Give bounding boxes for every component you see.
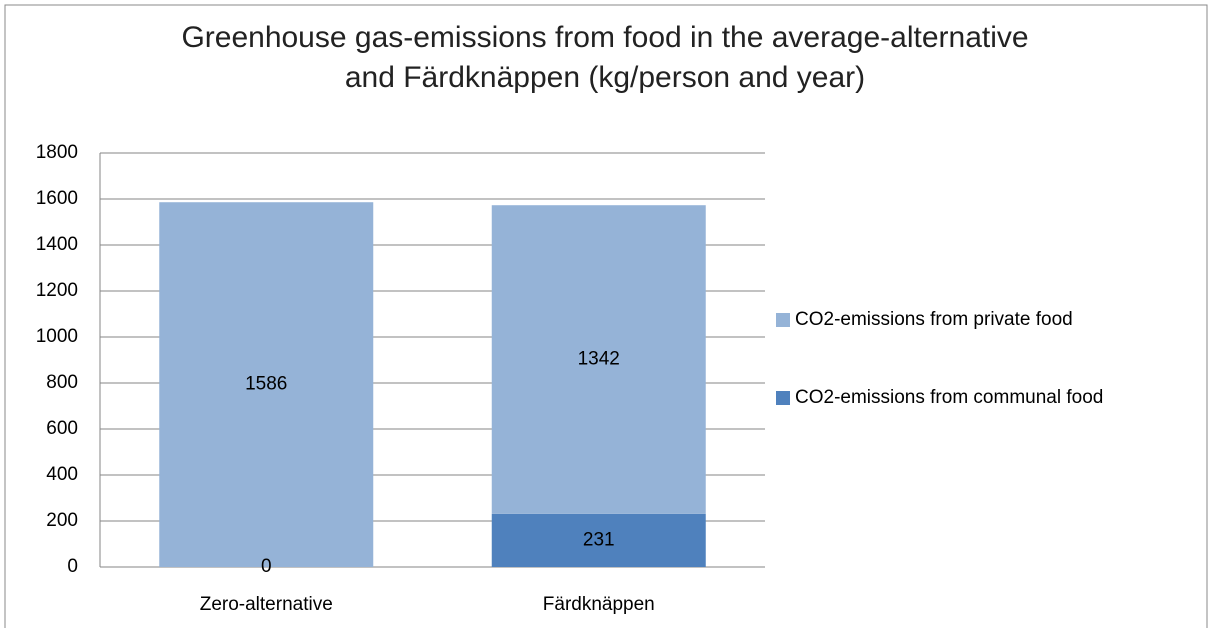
data-label: 1342 — [578, 349, 620, 370]
legend-swatch — [776, 313, 790, 327]
data-label: 0 — [261, 556, 272, 577]
title-box: Greenhouse gas-emissions from food in th… — [181, 21, 1029, 94]
y-tick-label: 1200 — [36, 280, 78, 301]
y-tick-label: 0 — [67, 556, 78, 577]
y-tick-label: 1800 — [36, 142, 78, 163]
y-tick-label: 1600 — [36, 188, 78, 209]
legend-box: CO2-emissions from private food — [795, 309, 1073, 330]
y-tick-label: 800 — [46, 372, 78, 393]
data-label: 1586 — [245, 374, 287, 395]
chart-border — [4, 4, 1208, 628]
data-label: 231 — [583, 529, 615, 550]
chart-title: Greenhouse gas-emissions from food in th… — [181, 21, 1029, 94]
legend-box: CO2-emissions from communal food — [795, 387, 1104, 408]
x-tick-label: Färdknäppen — [543, 594, 655, 615]
bar-segment — [159, 202, 374, 567]
legend-swatch — [776, 391, 790, 405]
x-tick-label: Zero-alternative — [200, 594, 333, 615]
bar-segment — [491, 205, 706, 514]
legend-label: CO2-emissions from communal food — [795, 387, 1104, 408]
y-tick-label: 600 — [46, 418, 78, 439]
y-tick-label: 1000 — [36, 326, 78, 347]
bar-segment — [491, 513, 706, 567]
y-tick-label: 400 — [46, 464, 78, 485]
y-tick-label: 200 — [46, 510, 78, 531]
legend-label: CO2-emissions from private food — [795, 309, 1073, 330]
y-tick-label: 1400 — [36, 234, 78, 255]
